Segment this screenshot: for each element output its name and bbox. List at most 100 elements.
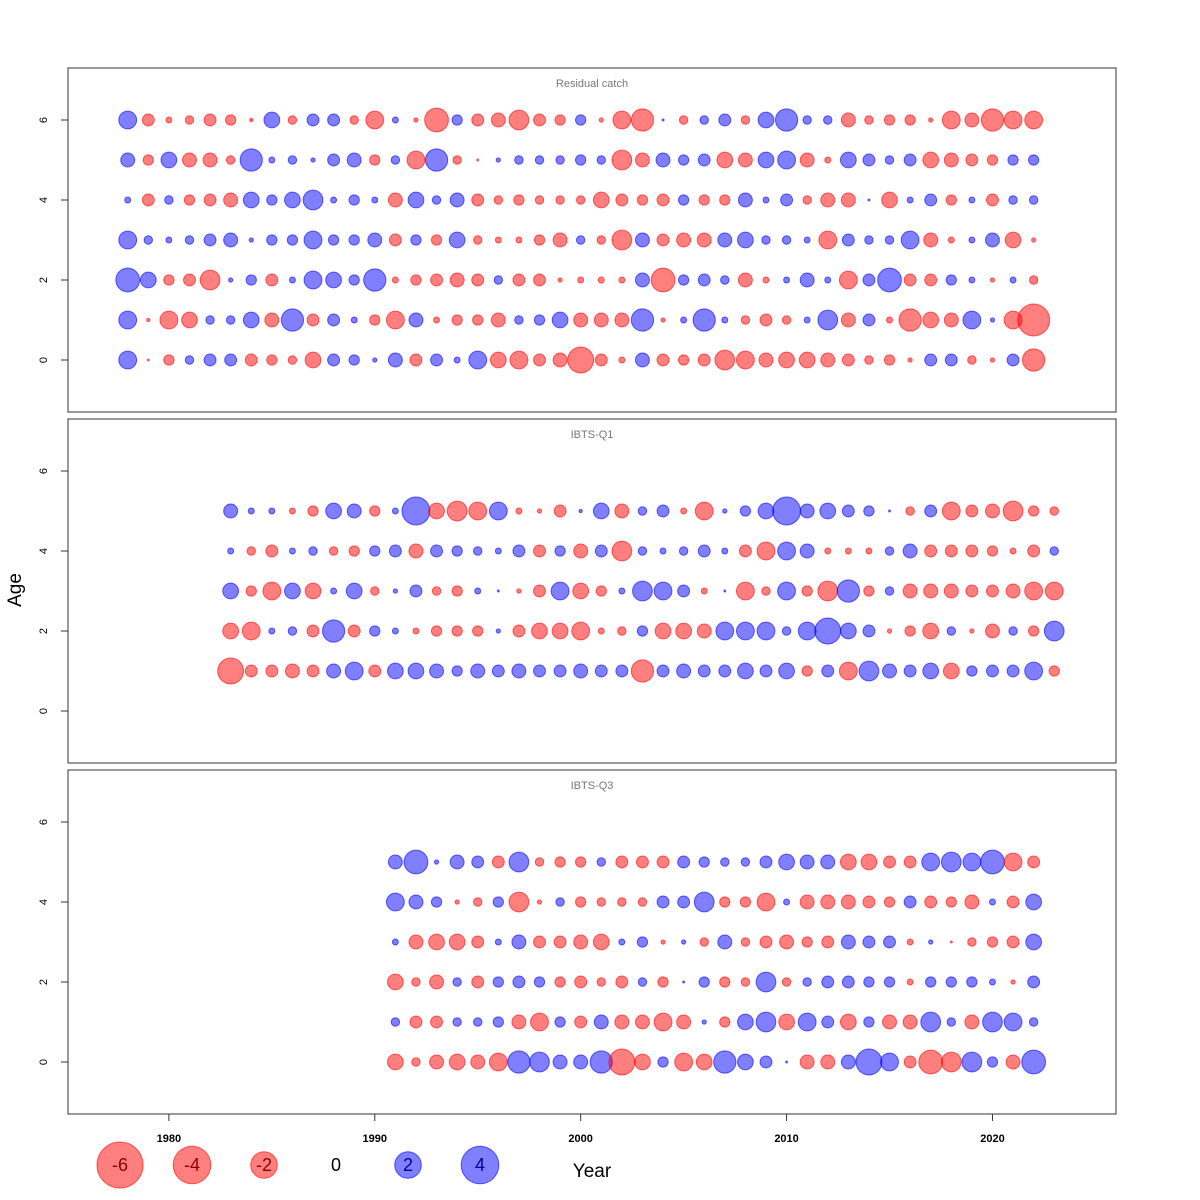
bubble — [801, 585, 813, 597]
bubble — [592, 191, 610, 209]
bubble — [592, 502, 610, 520]
bubble — [262, 581, 282, 601]
bubble — [862, 313, 876, 327]
bubble — [574, 1015, 588, 1029]
bubble — [962, 852, 982, 872]
bubble — [363, 268, 387, 292]
bubble — [595, 585, 607, 597]
bubble — [964, 112, 980, 128]
bubble — [115, 267, 141, 293]
bubble — [718, 664, 732, 678]
bubble — [739, 896, 752, 908]
bubble — [248, 237, 254, 243]
bubble — [817, 580, 839, 602]
bubble — [946, 626, 956, 636]
y-tick-label: 4 — [38, 899, 50, 905]
bubble — [249, 117, 254, 123]
bubble — [864, 115, 874, 125]
bubble — [988, 898, 996, 906]
bubble — [862, 153, 876, 167]
bubble — [781, 235, 792, 245]
bubble — [163, 354, 175, 366]
bubble — [720, 275, 730, 285]
bubble — [495, 628, 501, 634]
bubble — [430, 896, 443, 908]
bubble — [346, 503, 362, 519]
bubble — [906, 938, 914, 946]
bubble — [884, 235, 895, 245]
bubble — [718, 113, 732, 127]
bubble — [758, 352, 774, 368]
bubble — [327, 113, 341, 127]
bubble — [392, 588, 398, 594]
bubble — [715, 621, 735, 641]
bubble — [697, 544, 711, 558]
bubble — [865, 547, 873, 555]
bubble — [347, 624, 361, 638]
bubble — [941, 501, 961, 521]
bubble — [471, 975, 485, 989]
bubble — [965, 504, 979, 518]
bubble — [387, 192, 403, 208]
bubble — [841, 504, 855, 518]
bubble — [676, 232, 692, 248]
bubble — [387, 854, 403, 870]
bubble — [755, 971, 777, 993]
bubble — [348, 354, 360, 366]
bubble — [471, 855, 485, 869]
bubble — [777, 581, 796, 601]
bubble — [451, 314, 463, 326]
bubble — [903, 273, 917, 287]
bubble — [740, 115, 751, 125]
bubble — [433, 316, 441, 324]
bubble — [554, 856, 566, 868]
bubble — [965, 544, 979, 558]
bubble — [922, 662, 940, 680]
bubble — [367, 232, 383, 248]
bubble — [533, 353, 546, 367]
bubble — [241, 621, 261, 641]
bubble — [677, 194, 690, 206]
bubble — [781, 626, 792, 636]
bubble — [555, 195, 565, 205]
bubble — [1006, 664, 1020, 678]
bubble — [820, 1054, 836, 1070]
bubble — [327, 153, 341, 167]
bubble — [608, 1048, 636, 1076]
bubble — [780, 193, 794, 207]
bubble — [799, 503, 815, 519]
bubble — [182, 152, 197, 168]
bubble — [988, 978, 996, 986]
bubble — [1009, 547, 1017, 555]
bubble — [287, 355, 298, 365]
bubble — [611, 540, 633, 562]
bubble — [967, 355, 977, 365]
bubble — [387, 352, 403, 368]
bubble — [118, 110, 138, 130]
bubble — [986, 664, 999, 678]
bubble — [529, 1051, 550, 1073]
bubble — [306, 664, 320, 678]
bubble — [327, 353, 341, 367]
bubble — [474, 587, 482, 595]
bubble — [740, 937, 751, 947]
y-tick-label: 6 — [38, 819, 50, 825]
bubble — [636, 625, 649, 637]
bubble — [614, 1014, 630, 1030]
bubble — [139, 271, 157, 289]
y-axis-label: Age — [5, 573, 26, 607]
bubble — [555, 155, 565, 165]
bubble — [778, 662, 795, 680]
bubble — [877, 267, 902, 293]
bubble — [637, 977, 648, 987]
bubble — [246, 546, 256, 556]
bubble — [967, 937, 977, 947]
bubble — [696, 623, 712, 639]
bubble — [637, 546, 648, 556]
bubble — [493, 195, 504, 205]
legend-label: 4 — [475, 1155, 485, 1175]
bubble — [922, 311, 940, 329]
bubble — [512, 273, 526, 287]
bubble — [940, 851, 962, 873]
bubble — [655, 152, 671, 168]
